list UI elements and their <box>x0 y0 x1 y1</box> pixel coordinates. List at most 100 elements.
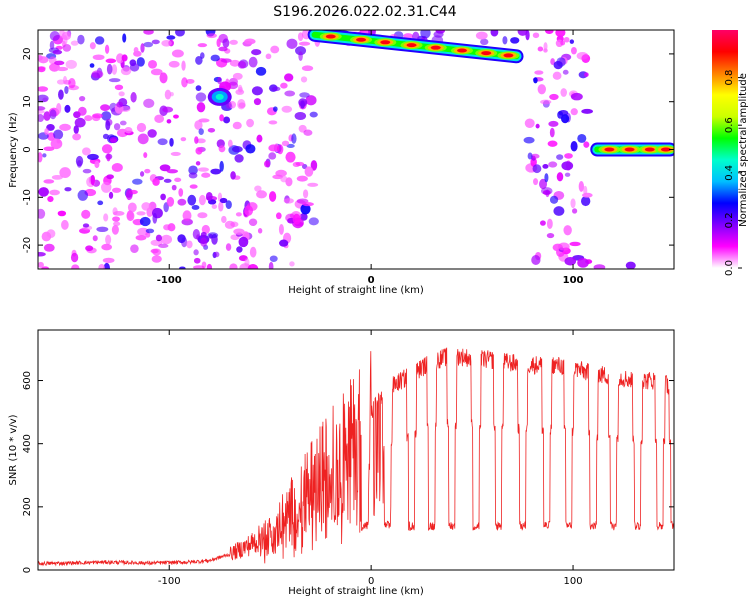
noise-blob <box>106 174 114 180</box>
noise-blob <box>219 160 224 172</box>
noise-blob <box>571 208 578 214</box>
noise-blob <box>49 109 57 120</box>
noise-blob <box>537 46 544 52</box>
noise-blob <box>111 224 119 235</box>
noise-blob <box>187 194 197 206</box>
noise-blob <box>225 200 232 210</box>
colorbar: 0.0 0.2 0.4 0.6 0.8 Normalized spectral ampl… <box>712 30 749 276</box>
noise-blob <box>194 120 203 130</box>
noise-blob <box>278 224 284 235</box>
noise-blob <box>553 206 565 216</box>
noise-blob <box>232 121 242 130</box>
noise-blob <box>113 123 121 131</box>
line-A-peak <box>481 51 492 56</box>
noise-blob <box>246 202 258 211</box>
noise-blob <box>268 120 278 125</box>
noise-blob <box>560 114 570 124</box>
noise-blob <box>281 105 293 113</box>
noise-blob <box>129 62 140 72</box>
noise-blob <box>166 169 179 174</box>
noise-blob <box>570 140 578 152</box>
noise-blob <box>284 73 294 82</box>
line-B-peak <box>604 147 615 152</box>
line-A-peak <box>457 48 467 53</box>
noise-blob <box>304 166 314 177</box>
noise-blob <box>157 138 168 146</box>
noise-blob <box>62 44 72 52</box>
noise-blob <box>133 46 139 54</box>
noise-blob <box>181 218 193 226</box>
line-B-peak <box>644 147 655 152</box>
noise-blob <box>205 191 213 201</box>
noise-blob <box>543 42 548 51</box>
noise-blob <box>300 76 308 83</box>
noise-blob <box>110 138 117 144</box>
noise-blob <box>105 120 111 131</box>
noise-blob <box>210 54 220 62</box>
line-A-peak <box>325 34 336 39</box>
noise-blob <box>198 118 210 123</box>
noise-blob <box>303 129 313 136</box>
noise-blob <box>238 236 249 248</box>
noise-blob <box>299 92 310 98</box>
noise-blob <box>71 264 80 269</box>
noise-blob <box>193 257 201 264</box>
colorbar-tick-label: 0.0 <box>724 260 735 276</box>
noise-blob <box>298 51 303 62</box>
noise-blob <box>186 240 193 249</box>
noise-blob <box>173 114 179 119</box>
noise-blob <box>177 234 186 244</box>
noise-blob <box>137 133 149 145</box>
noise-blob <box>174 177 182 183</box>
noise-blob <box>584 72 589 77</box>
noise-blob <box>281 140 290 147</box>
noise-blob <box>97 200 104 206</box>
noise-blob <box>82 223 90 228</box>
noise-blob <box>38 106 46 111</box>
snr-series-line <box>38 347 674 567</box>
noise-blob <box>237 98 246 110</box>
noise-blob <box>581 196 591 207</box>
noise-blob <box>263 160 271 168</box>
noise-blob <box>140 43 145 53</box>
noise-blob <box>525 30 530 41</box>
noise-blob <box>517 30 528 36</box>
noise-blob <box>532 32 540 39</box>
noise-blob <box>166 35 176 40</box>
noise-blob <box>201 224 210 234</box>
noise-blob <box>90 174 95 186</box>
noise-blob <box>256 190 267 199</box>
noise-blob <box>147 59 158 69</box>
noise-blob <box>249 246 257 258</box>
noise-blob <box>285 151 296 163</box>
noise-blob <box>114 84 124 91</box>
noise-blob <box>280 175 288 183</box>
noise-blob <box>549 195 559 204</box>
noise-blob <box>136 122 147 133</box>
x-tick-label: 0 <box>368 576 374 587</box>
noise-blob <box>197 167 210 172</box>
noise-blob <box>52 49 63 55</box>
noise-blob <box>273 106 278 112</box>
noise-blob <box>271 86 281 92</box>
snr-panel: -100 0 100 0 200 400 600 Height of straight li… <box>8 329 675 597</box>
noise-blob <box>540 99 552 105</box>
noise-blob <box>82 168 92 174</box>
noise-blob <box>279 239 289 247</box>
spectrogram-noise <box>38 30 636 269</box>
noise-blob <box>111 163 123 172</box>
noise-blob <box>116 53 125 64</box>
noise-blob <box>593 264 606 269</box>
spectrogram-features <box>207 30 674 157</box>
noise-blob <box>532 164 542 174</box>
noise-blob <box>122 33 127 43</box>
noise-blob <box>300 203 311 215</box>
noise-blob <box>549 127 555 138</box>
noise-blob <box>548 120 559 127</box>
noise-blob <box>169 137 174 147</box>
noise-blob <box>50 138 63 150</box>
noise-blob <box>235 212 242 217</box>
noise-blob <box>166 196 175 207</box>
noise-blob <box>535 123 540 129</box>
noise-blob <box>56 103 62 115</box>
